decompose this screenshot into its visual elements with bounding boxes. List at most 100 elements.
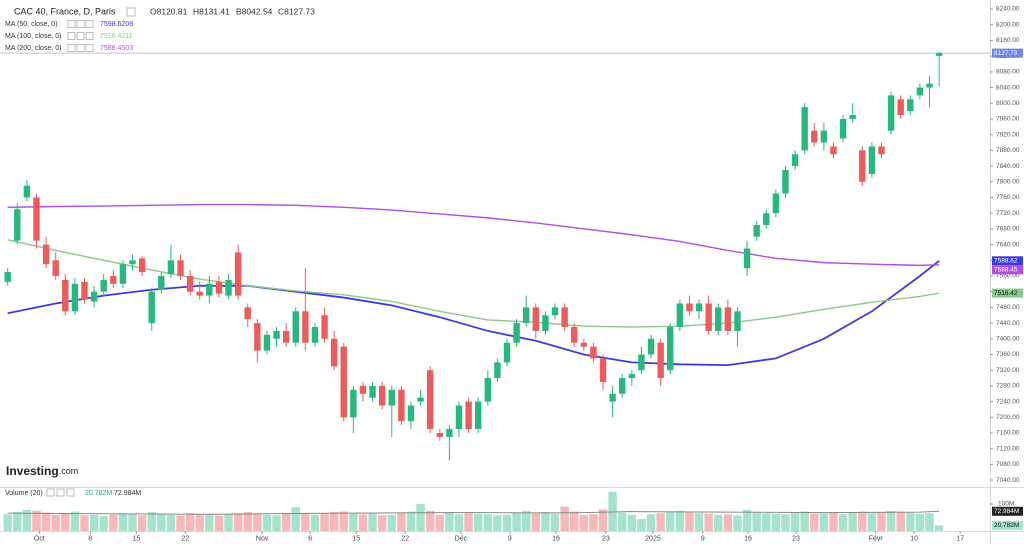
candle-body (801, 107, 808, 151)
volume-bar (608, 491, 617, 531)
volume-bar (147, 512, 156, 531)
volume-label-box (992, 506, 1023, 516)
candle-body (820, 130, 828, 143)
price-label: 7598.62 (994, 258, 1018, 265)
volume-bar (618, 512, 627, 531)
icon[interactable] (126, 7, 136, 17)
volume-bar (925, 513, 934, 531)
ma-legend-value: 7588.4503 (100, 45, 133, 52)
ma-legend-name: MA (200, close, 0) (5, 45, 61, 52)
y-tick-label: 7680.00 (996, 226, 1020, 233)
volume-bar (483, 514, 492, 531)
candle-body (676, 303, 684, 328)
volume-bar (522, 511, 531, 531)
candle-body (503, 342, 511, 363)
y-tick-label: 8160.00 (996, 37, 1020, 44)
icon[interactable] (67, 44, 76, 52)
volume-bar (425, 511, 435, 531)
candle-body (791, 154, 799, 167)
y-tick-label: 7480.00 (996, 304, 1020, 311)
icon[interactable] (85, 20, 94, 28)
candle-body (532, 307, 540, 331)
icon[interactable] (66, 488, 75, 497)
volume-bar (627, 514, 637, 531)
price-label: 7588.45 (994, 267, 1018, 274)
ohlc-low: B8042.54 (236, 6, 273, 16)
candle-body (916, 87, 924, 96)
y-tick-label: 8080.00 (996, 69, 1020, 76)
volume-bar (253, 514, 262, 531)
candle-body (273, 330, 280, 339)
volume-bar (848, 512, 857, 531)
volume-bar (61, 513, 70, 531)
candle-body (474, 401, 482, 430)
candle-body (839, 118, 847, 139)
y-tick-label: 7360.00 (996, 351, 1020, 358)
x-tick-label: 9 (508, 535, 512, 542)
candle-body (887, 95, 895, 131)
volume-bar (51, 514, 60, 531)
candle-body (196, 291, 203, 296)
candle-body (734, 311, 741, 331)
volume-label: 72.984M (994, 508, 1019, 515)
candle-body (551, 307, 559, 316)
candle-body (263, 334, 271, 351)
candle-body (340, 346, 347, 418)
candle-body (667, 327, 674, 371)
volume-bar (858, 511, 867, 531)
icon[interactable] (56, 488, 65, 497)
volume-bar (214, 515, 224, 531)
icon[interactable] (76, 44, 85, 52)
volume-bar (464, 513, 473, 531)
volume-bar (867, 513, 877, 531)
volume-bar (70, 511, 80, 531)
volume-bar (320, 513, 329, 531)
y-tick-label: 7560.00 (996, 273, 1020, 280)
x-tick-label: 22 (401, 535, 409, 542)
y-tick-label: 7880.00 (996, 147, 1020, 154)
x-tick-label: 8 (88, 535, 92, 542)
volume-bar (752, 512, 761, 531)
volume-bar (589, 514, 598, 531)
icon[interactable] (76, 20, 85, 28)
candle-body (599, 358, 607, 382)
candle-body (811, 130, 818, 143)
icon[interactable] (67, 32, 76, 40)
ma-legend-value: 7516.4211 (100, 33, 133, 40)
candle-body (215, 281, 223, 294)
candle-body (129, 260, 136, 265)
volume-bar (829, 512, 838, 531)
volume-bar (416, 504, 425, 531)
icon[interactable] (46, 488, 55, 497)
volume-bar (838, 514, 848, 531)
y-tick-label: 8200.00 (996, 21, 1020, 28)
volume-bar (570, 511, 579, 531)
candle-body (311, 327, 319, 343)
logo-main: Investing (6, 464, 59, 478)
candle-body (4, 272, 11, 282)
volume-bar (22, 509, 32, 531)
price-label-box (992, 288, 1023, 298)
candle-body (772, 193, 780, 214)
icon[interactable] (85, 44, 94, 52)
y-tick-label: 8000.00 (996, 100, 1020, 107)
volume-bar (118, 513, 128, 531)
candle-body (302, 311, 309, 343)
candle-body (897, 99, 904, 116)
y-tick-label: 7400.00 (996, 336, 1020, 343)
x-tick-label: 10 (910, 535, 918, 542)
candle-body (398, 389, 405, 422)
y-tick-label: 7240.00 (996, 398, 1020, 405)
volume-bar (906, 512, 915, 531)
candle-body (186, 275, 194, 292)
volume-bar (502, 514, 512, 531)
icon[interactable] (76, 32, 85, 40)
ma-line (7, 260, 940, 366)
y-tick-label: 7760.00 (996, 194, 1020, 201)
ohlc-close: C8127.73 (278, 6, 315, 16)
icon[interactable] (67, 20, 76, 28)
icon[interactable] (85, 32, 94, 40)
volume-bar (80, 515, 89, 531)
